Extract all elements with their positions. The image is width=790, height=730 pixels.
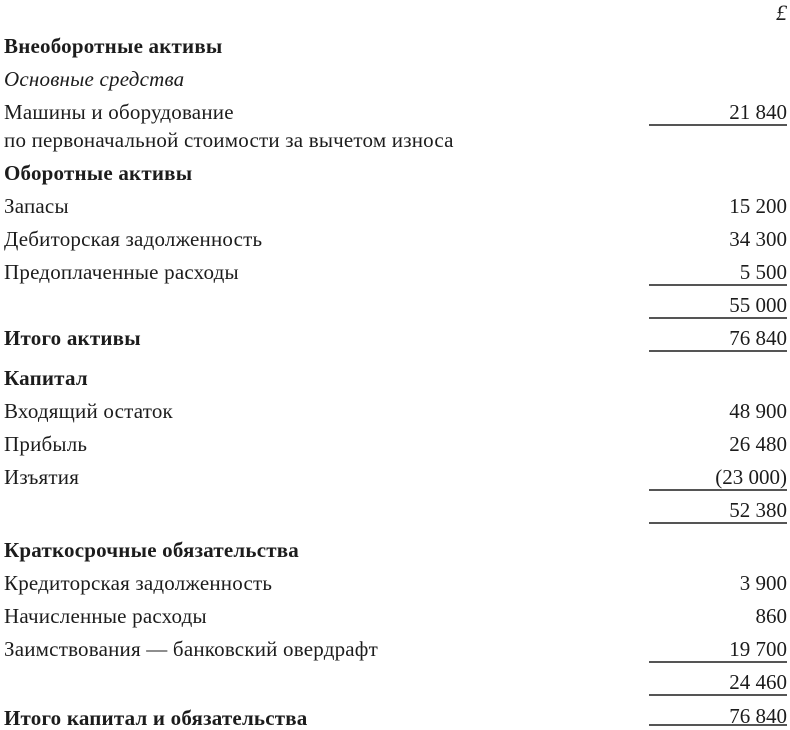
item-amount: 5 500	[649, 259, 787, 286]
item-inventory: Запасы 15 200	[4, 193, 787, 226]
currency-column-header-row: £	[4, 0, 787, 33]
item-amount: 19 700	[649, 636, 787, 663]
item-borrowings-bank-overdraft: Заимствования — банковский овердрафт 19 …	[4, 636, 787, 669]
subheading-fixed-assets: Основные средства	[4, 66, 787, 99]
item-label: Машины и оборудование	[4, 100, 234, 124]
item-label: Дебиторская задолженность	[4, 227, 263, 251]
subtotal-current-liabilities: 24 460	[4, 669, 787, 702]
total-assets: Итого активы 76 840	[4, 325, 787, 358]
item-amount: 34 300	[729, 227, 787, 251]
item-accounts-payable: Кредиторская задолженность 3 900	[4, 570, 787, 603]
section-heading: Краткосрочные обязательства	[4, 538, 300, 562]
total-capital-and-liabilities: Итого капитал и обязательства 76 840	[4, 705, 787, 730]
item-accrued-expenses: Начисленные расходы 860	[4, 603, 787, 636]
subtotal-current-assets: 55 000	[4, 292, 787, 325]
note-label: по первоначальной стоимости за вычетом и…	[4, 128, 454, 152]
subtotal-amount: 52 380	[649, 497, 787, 524]
item-amount: 21 840	[649, 99, 787, 126]
item-label: Запасы	[4, 194, 69, 218]
item-amount: (23 000)	[649, 464, 787, 491]
total-label: Итого капитал и обязательства	[4, 706, 308, 730]
item-prepaid-expenses: Предоплаченные расходы 5 500	[4, 259, 787, 292]
subtotal-amount: 24 460	[649, 669, 787, 696]
item-amount: 15 200	[729, 194, 787, 218]
item-accounts-receivable: Дебиторская задолженность 34 300	[4, 226, 787, 259]
item-profit: Прибыль 26 480	[4, 431, 787, 464]
item-drawings: Изъятия (23 000)	[4, 464, 787, 497]
subtotal-capital: 52 380	[4, 497, 787, 530]
item-label: Предоплаченные расходы	[4, 260, 239, 284]
section-current-liabilities: Краткосрочные обязательства	[4, 537, 787, 570]
section-heading: Капитал	[4, 366, 88, 390]
item-label: Начисленные расходы	[4, 604, 207, 628]
total-amount: 76 840	[649, 705, 787, 727]
section-heading: Оборотные активы	[4, 161, 193, 185]
item-amount: 860	[755, 604, 788, 628]
item-label: Изъятия	[4, 465, 80, 489]
item-machinery-and-equipment: Машины и оборудование 21 840	[4, 99, 787, 127]
section-non-current-assets: Внеоборотные активы	[4, 33, 787, 66]
item-label: Заимствования — банковский овердрафт	[4, 637, 378, 661]
section-heading: Внеоборотные активы	[4, 34, 223, 58]
subtotal-amount: 55 000	[649, 292, 787, 319]
item-label: Кредиторская задолженность	[4, 571, 273, 595]
section-capital: Капитал	[4, 365, 787, 398]
currency-column-header: £	[776, 0, 787, 25]
total-label: Итого активы	[4, 326, 141, 350]
total-amount: 76 840	[649, 325, 787, 352]
item-amount: 3 900	[739, 571, 787, 595]
item-label: Прибыль	[4, 432, 88, 456]
item-amount: 48 900	[729, 399, 787, 423]
item-opening-balance: Входящий остаток 48 900	[4, 398, 787, 431]
section-current-assets: Оборотные активы	[4, 160, 787, 193]
note-at-cost-less-depreciation: по первоначальной стоимости за вычетом и…	[4, 127, 787, 160]
subheading-label: Основные средства	[4, 67, 185, 91]
item-label: Входящий остаток	[4, 399, 173, 423]
item-amount: 26 480	[729, 432, 787, 456]
